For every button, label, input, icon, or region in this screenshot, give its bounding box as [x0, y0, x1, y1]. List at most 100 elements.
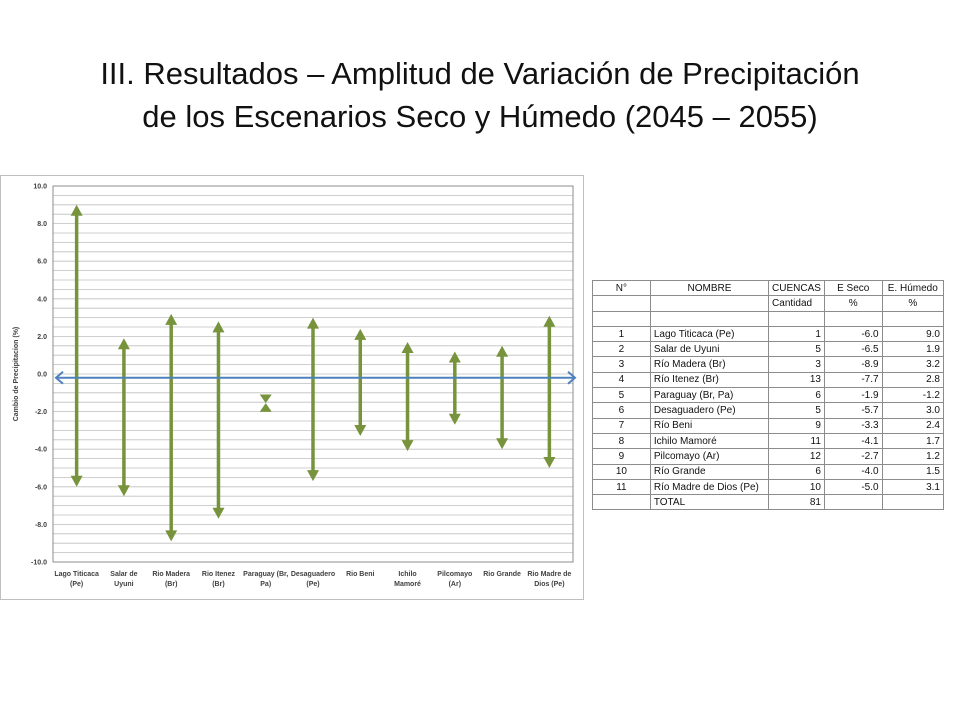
x-category-label: Desaguadero (Pe) — [291, 571, 335, 588]
table-row: 11 Río Madre de Dios (Pe) 10 -5.0 3.1 — [592, 478, 945, 496]
header-cuencas: CUENCAS — [768, 279, 825, 297]
cell-seco: -5.7 — [823, 402, 883, 419]
range-arrow-head-seco — [165, 530, 178, 542]
cell-cuencas: 5 — [768, 402, 825, 419]
x-category-label-line: Paraguay (Br, — [243, 571, 288, 578]
range-arrow-head-humedo — [259, 394, 272, 404]
table-spacer-row — [592, 310, 945, 327]
total-value: 81 — [768, 494, 825, 511]
range-arrow — [212, 321, 225, 519]
table-total-row: TOTAL 81 — [592, 494, 945, 511]
cell-no: 9 — [592, 448, 651, 465]
table-row: 10 Río Grande 6 -4.0 1.5 — [592, 463, 945, 480]
spacer-cell — [768, 310, 825, 327]
x-category-label: Salar de Uyuni — [110, 571, 137, 588]
y-tick-label: -4.0 — [35, 447, 47, 454]
table-row: 5 Paraguay (Br, Pa) 6 -1.9 -1.2 — [592, 387, 945, 404]
range-arrow-head-seco — [448, 413, 461, 425]
subheader-cuencas: Cantidad — [768, 295, 825, 312]
range-arrow — [543, 315, 556, 468]
cell-cuencas: 13 — [768, 371, 825, 389]
cell-seco: -4.1 — [823, 432, 883, 450]
cell-cuencas: 12 — [768, 448, 825, 465]
range-arrow — [307, 317, 319, 482]
table-row: 4 Río Itenez (Br) 13 -7.7 2.8 — [592, 371, 945, 389]
header-name: NOMBRE — [649, 279, 770, 297]
cell-name: Desaguadero (Pe) — [649, 402, 770, 419]
x-category-label-line: Ichilo — [398, 571, 416, 578]
cell-humedo: 1.2 — [881, 448, 945, 465]
range-arrow — [70, 204, 83, 487]
cell-name: Río Madera (Br) — [649, 356, 770, 373]
x-category-label-line: (Br) — [212, 581, 224, 588]
x-category-label-line: (Ar) — [449, 581, 461, 588]
cell-humedo: 2.8 — [881, 371, 945, 389]
table-row: 1 Lago Titicaca (Pe) 1 -6.0 9.0 — [592, 325, 945, 343]
cell-no: 5 — [592, 387, 651, 404]
range-arrow-head-seco — [543, 457, 556, 468]
x-category-label-line: Pilcomayo — [437, 571, 472, 578]
range-arrow-head-seco — [496, 438, 509, 450]
cell-no: 4 — [592, 371, 651, 389]
range-arrow-head-seco — [117, 485, 130, 497]
range-arrow — [354, 328, 367, 437]
x-category-label-line: Lago Titicaca — [54, 571, 99, 578]
cell-seco: -6.5 — [823, 341, 883, 358]
x-category-label: Rio Madera (Br) — [152, 571, 190, 588]
table-row: 8 Ichilo Mamoré 11 -4.1 1.7 — [592, 432, 945, 450]
zero-reference-line — [54, 371, 577, 385]
total-label: TOTAL — [649, 494, 770, 511]
cell-cuencas: 11 — [768, 432, 825, 450]
range-arrow-head-humedo — [448, 351, 461, 363]
slide-title-line-1: III. Resultados – Amplitud de Variación … — [100, 56, 860, 91]
slide-title: III. Resultados – Amplitud de Variación … — [30, 52, 930, 138]
range-arrow-head-humedo — [307, 317, 319, 329]
subheader-humedo: % — [881, 295, 945, 312]
x-category-label-line: Rio Itenez — [202, 571, 236, 578]
range-chart-svg: 10.0 8.0 6.0 4.0 2.0 0.0 -2.0 -4.0 -6.0 -8.0 -10.0… — [13, 184, 577, 588]
cell-seco: -5.0 — [823, 478, 883, 496]
cell-cuencas: 1 — [768, 325, 825, 343]
x-category-label-line: Rio Madera — [152, 571, 190, 578]
cell-no: 8 — [592, 432, 651, 450]
cell-humedo: -1.2 — [881, 387, 945, 404]
cell-cuencas: 5 — [768, 341, 825, 358]
cell-no: 10 — [592, 463, 651, 480]
header-no: N° — [592, 279, 651, 297]
x-category-label-line: (Pe) — [306, 581, 319, 588]
cell-name: Paraguay (Br, Pa) — [649, 387, 770, 404]
spacer-cell — [823, 310, 883, 327]
cell-cuencas: 9 — [768, 417, 825, 434]
range-arrow — [259, 394, 272, 412]
x-category-label-line: Uyuni — [114, 581, 134, 588]
x-category-label: Rio Grande — [483, 571, 521, 578]
range-arrow-head-seco — [70, 475, 83, 487]
range-arrow-head-humedo — [117, 338, 130, 350]
table-row: 9 Pilcomayo (Ar) 12 -2.7 1.2 — [592, 448, 945, 465]
cell-name: Río Grande — [649, 463, 770, 480]
y-tick-label: -2.0 — [35, 409, 47, 416]
table-row: 7 Río Beni 9 -3.3 2.4 — [592, 417, 945, 434]
cell-humedo: 3.1 — [881, 478, 945, 496]
range-arrow — [165, 313, 178, 542]
x-category-label-line: Mamoré — [394, 581, 421, 588]
range-arrow-head-humedo — [354, 328, 367, 340]
cell-humedo: 1.7 — [881, 432, 945, 450]
range-arrow — [496, 345, 509, 450]
cell-name: Río Beni — [649, 417, 770, 434]
x-category-label-line: Desaguadero — [291, 571, 335, 578]
x-category-label: Rio Beni — [346, 571, 374, 578]
x-category-label-line: Rio Madre de — [527, 571, 571, 578]
range-arrow-head-humedo — [496, 345, 509, 357]
range-arrow — [401, 342, 414, 452]
header-seco: E Seco — [823, 279, 883, 297]
range-arrow-head-seco — [212, 507, 225, 519]
x-category-label: Ichilo Mamoré — [394, 571, 421, 588]
cell-humedo: 2.4 — [881, 417, 945, 434]
range-arrow-head-humedo — [401, 342, 414, 354]
range-arrow-head-humedo — [70, 204, 83, 216]
range-arrow — [117, 338, 130, 497]
cell-name: Salar de Uyuni — [649, 341, 770, 358]
cell-seco: -7.7 — [823, 371, 883, 389]
cell-humedo: 1.9 — [881, 341, 945, 358]
